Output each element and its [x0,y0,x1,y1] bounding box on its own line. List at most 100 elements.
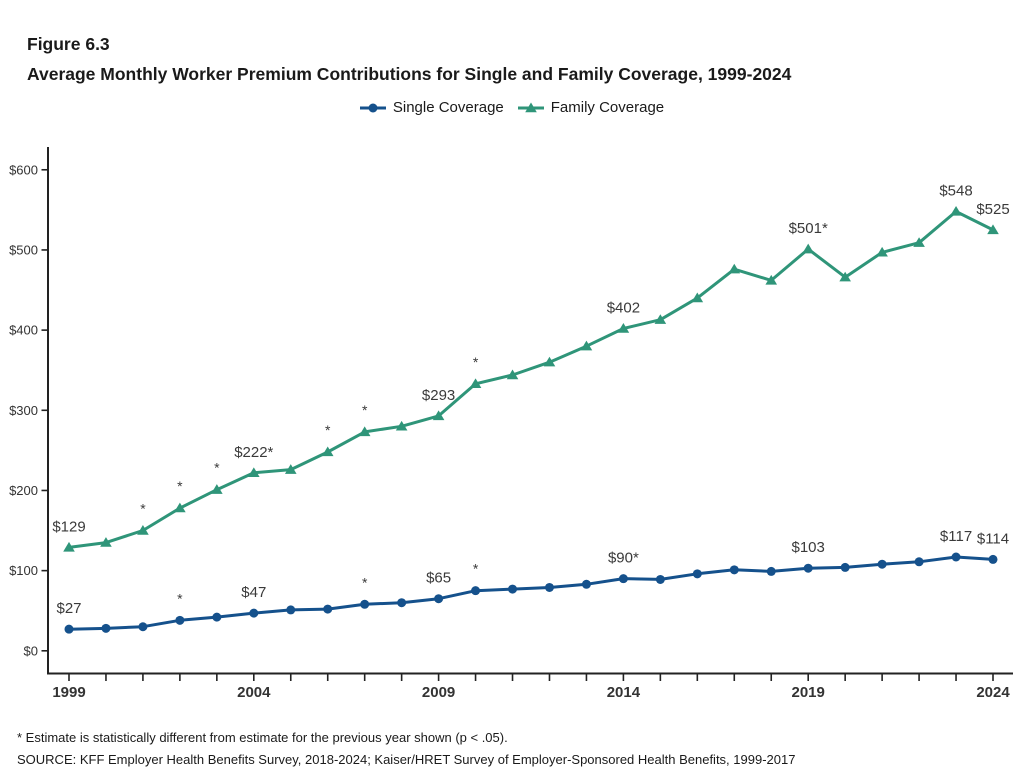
data-point-circle [175,615,185,625]
y-tick-label: $0 [24,643,38,658]
data-point-triangle [284,464,297,474]
legend-label: Family Coverage [550,99,665,116]
data-point-triangle [987,224,999,235]
data-point-circle [581,579,591,589]
significance-asterisk: * [140,501,146,517]
data-point-triangle [321,446,334,457]
data-point-triangle [765,274,778,285]
data-label: $222* [234,444,273,461]
data-point-triangle [876,246,888,257]
data-label: $90* [608,550,639,567]
data-point-triangle [802,243,814,254]
data-point-triangle [691,292,704,303]
data-point-circle [249,608,259,618]
significance-asterisk: * [362,402,368,418]
data-point-triangle [728,263,741,274]
data-point-circle [618,574,628,584]
data-label: $114 [977,530,1009,547]
data-point-circle [914,557,924,567]
family-coverage-line-triangle-icon [517,100,544,116]
data-label: $525 [976,201,1009,218]
significance-asterisk: * [473,354,479,370]
y-tick-label: $300 [9,403,38,418]
data-point-triangle [358,426,371,437]
significance-asterisk: * [177,478,183,494]
significance-asterisk: * [214,460,220,476]
data-label: $117 [940,528,972,545]
y-tick-label: $200 [9,483,38,498]
data-point-circle [360,599,370,609]
significance-asterisk: * [473,561,479,577]
data-label: $293 [422,387,455,404]
data-label: $103 [792,539,825,556]
asterisk-note: * Estimate is statistically different fr… [17,730,508,745]
data-point-triangle [654,314,667,324]
footnotes: * Estimate is statistically different fr… [17,727,795,770]
chart-legend: Single Coverage Family Coverage [0,99,1024,116]
data-point-triangle [950,205,962,216]
page-title: Average Monthly Worker Premium Contribut… [27,64,792,84]
data-point-circle [64,624,74,634]
data-point-circle [508,584,518,594]
data-point-circle [397,598,407,608]
data-point-circle [729,565,739,575]
data-point-triangle [839,271,851,282]
data-label: $65 [426,570,451,587]
data-point-triangle [432,410,445,421]
y-tick-label: $600 [9,162,38,177]
data-point-circle [951,552,961,562]
data-point-circle [212,612,222,622]
y-tick-label: $500 [9,242,38,257]
data-point-triangle [617,323,630,333]
x-tick-label: 2024 [976,684,1010,701]
data-point-circle [877,559,887,569]
data-point-circle [101,623,111,633]
legend-label: Single Coverage [392,99,504,116]
significance-asterisk: * [177,590,183,606]
significance-asterisk: * [362,574,368,590]
legend-item-single-coverage: Single Coverage [359,99,504,116]
data-point-circle [655,574,665,584]
data-point-circle [544,582,554,592]
data-point-circle [840,562,850,572]
x-tick-label: 2014 [607,684,641,701]
data-label: $129 [52,518,85,535]
series-line-circle [68,555,994,631]
single-coverage-line-dot-icon [359,100,386,116]
y-tick-label: $100 [9,563,38,578]
data-point-circle [692,569,702,579]
data-point-circle [434,594,444,604]
data-label: $27 [56,600,81,617]
data-point-triangle [174,502,186,513]
x-tick-label: 2019 [792,684,825,701]
chart-header: Figure 6.3 Average Monthly Worker Premiu… [27,29,791,89]
data-point-triangle [469,378,482,389]
source-note: SOURCE: KFF Employer Health Benefits Sur… [17,751,796,767]
data-point-triangle [913,237,925,247]
x-tick-label: 1999 [52,684,85,701]
data-point-triangle [63,541,75,552]
data-label: $402 [607,300,640,317]
data-point-circle [988,554,998,564]
series-line-triangle [68,210,994,549]
figure-label: Figure 6.3 [27,34,110,54]
y-tick-label: $400 [9,323,38,338]
data-point-circle [323,604,333,614]
data-point-triangle [211,484,223,494]
data-point-circle [471,586,481,596]
data-point-triangle [395,420,408,431]
data-point-triangle [137,525,149,535]
data-point-triangle [248,467,260,478]
x-tick-label: 2004 [237,684,271,701]
significance-asterisk: * [325,422,331,438]
data-point-circle [803,563,813,573]
data-point-circle [138,622,148,632]
data-point-triangle [580,340,593,351]
data-label: $548 [939,182,972,199]
data-label: $501* [789,220,828,237]
data-point-circle [766,566,776,576]
x-tick-label: 2009 [422,684,455,701]
data-point-triangle [100,537,112,547]
data-point-circle [286,605,296,615]
